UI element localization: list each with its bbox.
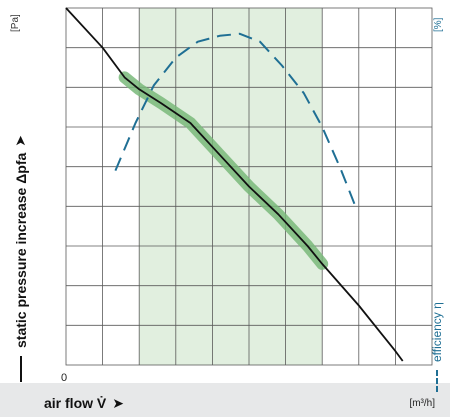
x-axis-arrow-icon: ➤ — [112, 395, 124, 411]
y-axis-title-right-text: efficiency η — [430, 302, 444, 362]
x-axis-title-text: air flow V̇ — [44, 395, 107, 411]
y-axis-arrow-icon: ➤ — [12, 134, 28, 147]
origin-tick-label: 0 — [61, 372, 68, 384]
plot-frame — [65, 7, 433, 366]
y-axis-title-right: efficiency η — [430, 302, 444, 392]
x-axis-title: air flow V̇ ➤ — [44, 395, 124, 412]
y-axis-title-left: static pressure increase Δpfa ➤ — [12, 135, 29, 382]
series-efficiency — [114, 32, 358, 211]
x-axis-unit: [m³/h] — [409, 398, 435, 409]
y-axis-unit-right: [%] — [433, 17, 444, 32]
series-pressure — [65, 7, 404, 362]
recommended-range-band — [139, 8, 323, 365]
pressure-legend-key — [19, 356, 22, 382]
x-axis-bar — [0, 383, 450, 417]
y-axis-title-left-text: static pressure increase Δpfa — [12, 152, 29, 348]
efficiency-legend-key — [436, 370, 438, 392]
y-axis-unit-left: [Pa] — [10, 14, 21, 32]
